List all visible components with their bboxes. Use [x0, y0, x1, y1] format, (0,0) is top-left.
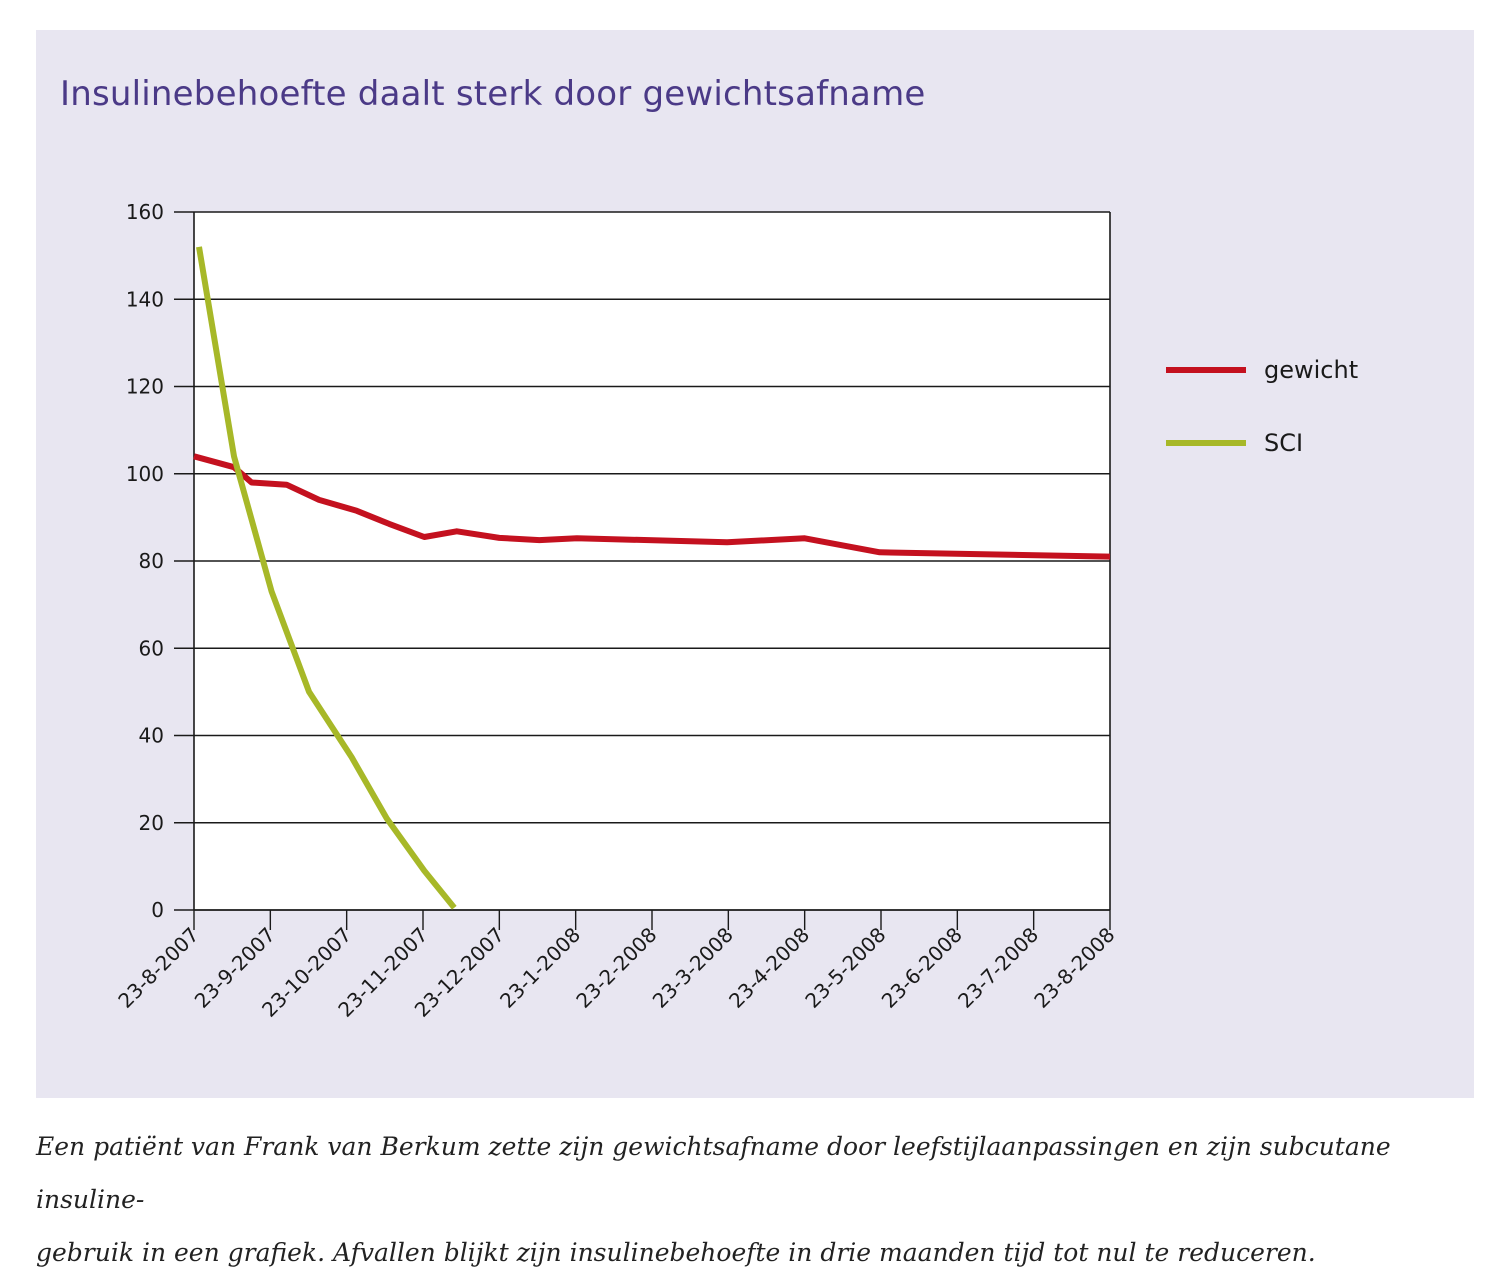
x-tick-label: 23-2-2008	[571, 923, 661, 1013]
x-tick-label: 23-6-2008	[877, 923, 967, 1013]
x-tick-label: 23-1-2008	[495, 923, 585, 1013]
y-tick-label-120: 120	[126, 375, 164, 399]
y-tick-label-60: 60	[139, 636, 164, 660]
x-axis-ticks: 23-8-200723-9-200723-10-200723-11-200723…	[113, 910, 1120, 1022]
y-tick-label-40: 40	[139, 724, 164, 748]
legend: gewicht SCI	[1166, 356, 1358, 457]
caption: Een patiënt van Frank van Berkum zette z…	[36, 1120, 1476, 1279]
series-lines	[193, 246, 1111, 910]
y-tick-label-0: 0	[151, 898, 164, 922]
page-title: Insulinebehoefte daalt sterk door gewich…	[60, 74, 926, 114]
y-tick-label-80: 80	[139, 549, 164, 573]
y-axis-ticks: 0 20 40 60 80 100 120 140 160	[126, 200, 194, 922]
caption-line-1: Een patiënt van Frank van Berkum zette z…	[36, 1132, 1391, 1214]
x-tick-label: 23-5-2008	[800, 923, 890, 1013]
x-tick-label: 23-7-2008	[953, 923, 1043, 1013]
caption-line-2: gebruik in een grafiek. Afvallen blijkt …	[36, 1238, 1316, 1267]
line-chart: 0 20 40 60 80 100 120 140 160 23-8-200723-9-2007…	[113, 200, 1358, 1022]
x-tick-label: 23-8-2007	[113, 923, 203, 1013]
y-tick-label-160: 160	[126, 200, 164, 224]
x-tick-label: 23-8-2008	[1029, 923, 1119, 1013]
legend-label-sci: SCI	[1264, 429, 1303, 457]
series-line-sci	[196, 246, 457, 910]
y-tick-label-20: 20	[139, 811, 164, 835]
legend-label-gewicht: gewicht	[1264, 356, 1358, 384]
x-tick-label: 23-3-2008	[648, 923, 738, 1013]
x-tick-label: 23-4-2008	[724, 923, 814, 1013]
y-tick-label-100: 100	[126, 462, 164, 486]
y-tick-label-140: 140	[126, 287, 164, 311]
series-line-gewicht	[193, 453, 1111, 560]
gridlines	[194, 211, 1110, 911]
